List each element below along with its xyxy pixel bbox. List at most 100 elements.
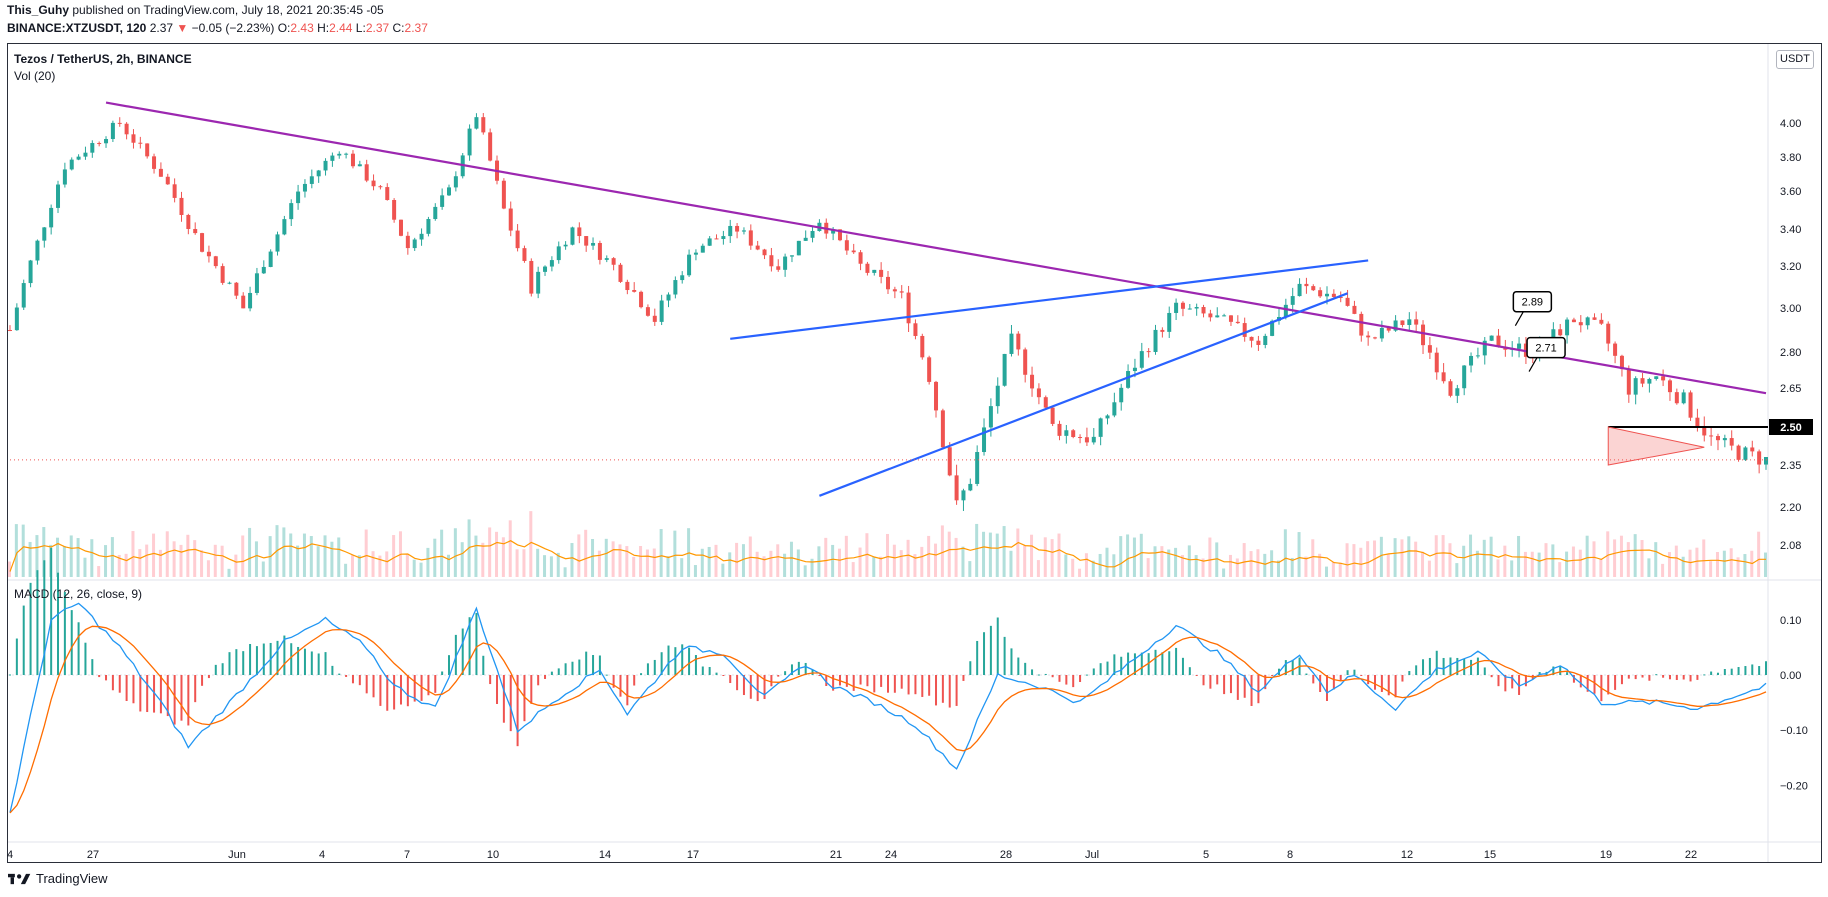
price-axis-tick: 3.20 [1780, 261, 1801, 273]
candle-body [1743, 447, 1748, 460]
macd-axis-tick: −0.10 [1780, 725, 1808, 737]
volume-bar [440, 529, 444, 577]
macd-histogram-bar [1003, 636, 1006, 675]
candle-body [1105, 415, 1110, 419]
macd-histogram-bar [283, 635, 286, 675]
macd-histogram-bar [887, 675, 889, 693]
macd-histogram-bar [77, 622, 80, 675]
volume-bar [1599, 558, 1603, 577]
macd-histogram-bar [976, 640, 979, 675]
volume-bar [1715, 552, 1719, 577]
candle-body [302, 183, 307, 192]
candle-body [165, 176, 170, 185]
macd-histogram-bar [98, 675, 101, 678]
volume-bar [886, 533, 889, 577]
candle-body [954, 475, 959, 501]
candle-body [213, 256, 218, 267]
macd-histogram-bar [784, 671, 787, 675]
candle-body [1187, 308, 1192, 310]
macd-histogram-bar [358, 675, 361, 686]
candle-body [1180, 302, 1185, 309]
author-name[interactable]: This_Guhy [7, 3, 70, 17]
macd-histogram-bar [928, 675, 931, 696]
macd-histogram-bar [420, 675, 423, 701]
macd-indicator-label[interactable]: MACD (12, 26, close, 9) [14, 587, 143, 601]
macd-histogram-bar [585, 651, 588, 675]
candle-body [405, 235, 410, 249]
volume-bar [536, 548, 540, 577]
macd-histogram-bar [413, 675, 416, 702]
macd-histogram-bar [91, 659, 94, 675]
volume-bar [1503, 545, 1507, 577]
volume-bar [28, 541, 32, 577]
candle-body [700, 245, 705, 253]
tradingview-footer[interactable]: TradingView [8, 871, 108, 886]
volume-bar [934, 543, 938, 577]
volume-bar [1002, 526, 1006, 577]
time-axis-tick: 4 [319, 849, 325, 861]
volume-bar [131, 531, 135, 577]
downtrend-line [105, 101, 1767, 395]
candle-body [1338, 296, 1343, 298]
volume-bar [453, 528, 457, 577]
volume-bar [522, 549, 526, 577]
candle-body [8, 330, 12, 331]
candle-body [844, 240, 849, 251]
macd-histogram-bar [1353, 669, 1356, 675]
candle-body [1400, 320, 1405, 326]
macd-histogram-bar [1476, 657, 1479, 675]
volume-bar [1311, 539, 1315, 577]
candle-body [433, 206, 438, 220]
macd-histogram-bar [194, 675, 197, 703]
candle-body [1715, 436, 1720, 441]
macd-histogram-bar [1051, 675, 1054, 678]
volume-bar [1318, 553, 1322, 577]
candle-body [1551, 329, 1556, 343]
volume-bar [481, 542, 485, 577]
volume-bar [1091, 560, 1095, 577]
candle-body [529, 260, 534, 294]
macd-histogram-bar [36, 570, 39, 675]
volume-bar [302, 533, 306, 577]
currency-button[interactable]: USDT [1776, 50, 1814, 69]
macd-histogram-bar [1367, 675, 1370, 685]
candle-body [858, 252, 863, 264]
candle-body [35, 240, 40, 261]
volume-bar [1489, 536, 1493, 577]
time-axis-tick: 14 [599, 849, 611, 861]
price-axis-tick: 3.40 [1780, 224, 1801, 236]
macd-histogram-bar [1133, 653, 1136, 675]
candle-body [1565, 319, 1570, 336]
volume-bar [220, 545, 224, 577]
volume-bar [1105, 547, 1109, 577]
candle-body [1517, 343, 1522, 349]
volume-bar [1235, 558, 1239, 577]
macd-histogram-bar [900, 675, 903, 689]
candle-body [591, 242, 596, 246]
volume-bar [1352, 544, 1356, 577]
macd-histogram-bar [1552, 666, 1555, 675]
candle-body [1681, 392, 1686, 404]
macd-histogram-bar [1161, 652, 1164, 675]
price-callout: 2.89 [1512, 290, 1553, 326]
volume-bar [604, 538, 608, 577]
volume-bar [947, 531, 951, 577]
candle-body [1667, 380, 1672, 393]
volume-bar [1427, 560, 1431, 577]
candle-body [1139, 351, 1144, 368]
macd-histogram-bar [1716, 672, 1719, 675]
volume-bar [234, 554, 238, 577]
volume-bar [21, 524, 25, 577]
chart-frame[interactable] [7, 43, 1822, 863]
macd-histogram-bar [180, 675, 183, 721]
candle-body [474, 117, 479, 129]
candle-body [1352, 305, 1357, 314]
macd-histogram-bar [338, 673, 341, 675]
macd-histogram-bar [1236, 675, 1239, 700]
volume-bar [165, 531, 169, 577]
candle-body [1016, 333, 1021, 350]
macd-histogram-bar [43, 560, 46, 675]
volume-bar [1338, 562, 1342, 577]
volume-indicator-label[interactable]: Vol (20) [14, 69, 56, 83]
